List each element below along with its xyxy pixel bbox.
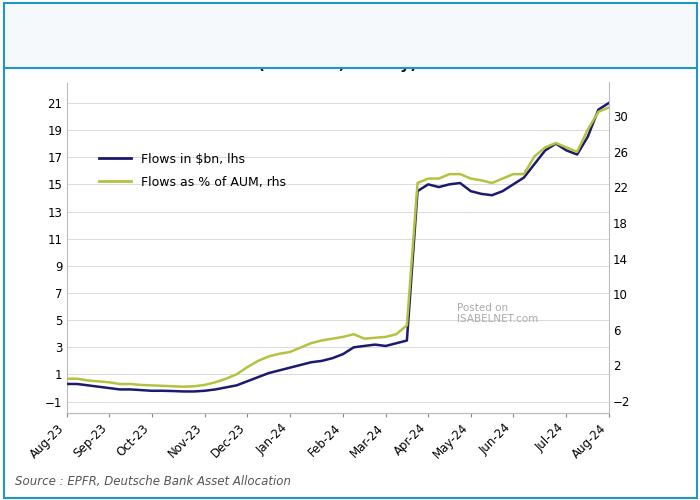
- Legend: Flows in $bn, lhs, Flows as % of AUM, rhs: Flows in $bn, lhs, Flows as % of AUM, rh…: [94, 148, 290, 194]
- Text: Source : EPFR, Deutsche Bank Asset Allocation: Source : EPFR, Deutsche Bank Asset Alloc…: [15, 474, 291, 488]
- Title: Cumulative flows to cryptocurrency funds
(last 12m, weekly): Cumulative flows to cryptocurrency funds…: [158, 36, 517, 72]
- Text: Figure 84: Cumulative flows into cryptocurrency funds: Figure 84: Cumulative flows into cryptoc…: [15, 31, 503, 49]
- Text: Posted on
ISABELNET.com: Posted on ISABELNET.com: [457, 302, 538, 324]
